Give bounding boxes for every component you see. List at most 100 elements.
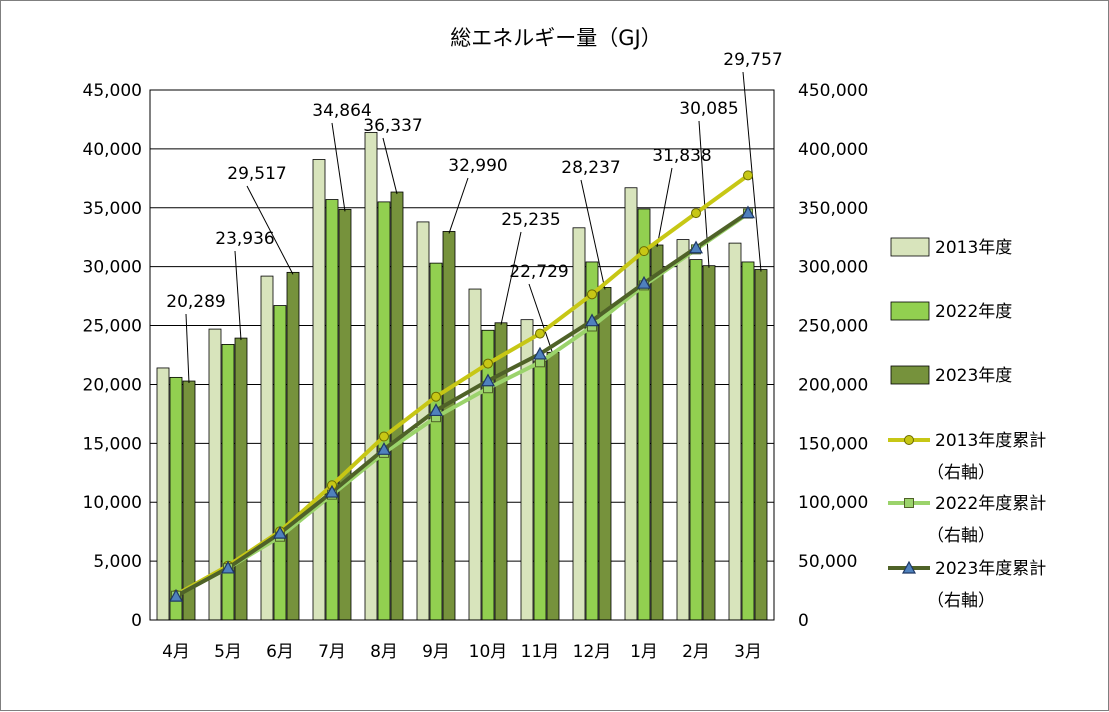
data-label: 34,864 (312, 101, 371, 121)
line-2023年度累計 (175, 211, 750, 598)
legend-marker (904, 498, 914, 508)
point-2023年度累計 (480, 373, 496, 387)
bar-2022年度 (429, 262, 443, 621)
data-label-leader (580, 179, 606, 290)
data-label-leader (656, 167, 673, 248)
y-right-tick-label: 150,000 (798, 434, 868, 454)
y-left-tick-label: 30,000 (83, 258, 142, 278)
data-label: 28,237 (561, 158, 620, 178)
bar-2023年度 (702, 265, 716, 621)
point-2023年度累計 (324, 484, 340, 498)
x-tick-label: 3月 (734, 642, 762, 662)
point-2013年度累計 (691, 208, 701, 219)
bar-2013年度 (624, 187, 638, 621)
data-label-leader (448, 177, 469, 234)
bar-2023年度 (338, 208, 352, 621)
bar-2022年度 (377, 201, 391, 621)
data-label: 20,289 (166, 292, 225, 312)
bar-2013年度 (572, 227, 586, 621)
legend-label: 2023年度累計 (935, 559, 1046, 579)
legend-axis-note: （右軸） (927, 526, 995, 546)
data-label-leader (742, 71, 762, 272)
data-label: 25,235 (501, 210, 560, 230)
y-left-tick-label: 25,000 (83, 317, 142, 337)
bar-2023年度 (598, 287, 612, 621)
x-tick-label: 11月 (521, 642, 560, 662)
bar-2013年度 (468, 288, 482, 621)
bar-2013年度 (364, 131, 378, 621)
legend-label: 2023年度 (935, 366, 1012, 386)
point-2013年度累計 (535, 328, 545, 339)
bar-2023年度 (650, 244, 664, 621)
bar-2022年度 (169, 376, 183, 621)
point-2013年度累計 (639, 246, 649, 257)
legend-swatch (890, 301, 930, 321)
plot-area-border (149, 89, 775, 621)
x-tick-label: 6月 (266, 642, 294, 662)
legend-label: 2022年度 (935, 302, 1012, 322)
data-label-leader (331, 122, 346, 212)
data-label: 23,936 (215, 229, 274, 249)
cumulative-lines (168, 170, 756, 602)
legend-swatch (890, 237, 930, 257)
y-right-tick-label: 350,000 (798, 199, 868, 219)
legend-axis-note: （右軸） (927, 463, 995, 483)
data-label: 29,517 (227, 164, 286, 184)
y-right-tick-label: 100,000 (798, 493, 868, 513)
point-2023年度累計 (636, 275, 652, 289)
bar-2013年度 (312, 159, 326, 621)
x-tick-label: 7月 (318, 642, 346, 662)
point-2023年度累計 (584, 313, 600, 327)
bar-2023年度 (442, 231, 456, 621)
y-left-tick-label: 35,000 (83, 199, 142, 219)
legend-label: 2013年度 (935, 238, 1012, 258)
bar-2023年度 (390, 191, 404, 621)
y-left-tick-label: 15,000 (83, 434, 142, 454)
point-2013年度累計 (483, 358, 493, 369)
x-tick-label: 4月 (162, 642, 190, 662)
bar-2013年度 (260, 275, 274, 621)
data-label: 30,085 (679, 99, 738, 119)
x-tick-label: 10月 (469, 642, 508, 662)
bar-2013年度 (676, 239, 690, 621)
x-tick-label: 9月 (422, 642, 450, 662)
x-tick-label: 2月 (682, 642, 710, 662)
bar-2022年度 (637, 208, 651, 621)
data-label-leader (246, 185, 294, 275)
y-right-tick-label: 400,000 (798, 140, 868, 160)
y-left-tick-label: 45,000 (83, 81, 142, 101)
y-left-tick-label: 10,000 (83, 493, 142, 513)
legend-label: 2022年度累計 (935, 494, 1046, 514)
data-label: 22,729 (509, 262, 568, 282)
point-2023年度累計 (376, 442, 392, 455)
y-right-tick-label: 250,000 (798, 317, 868, 337)
point-2023年度累計 (688, 240, 704, 254)
data-label-leader (500, 231, 522, 325)
x-tick-label: 12月 (573, 642, 612, 662)
bar-2023年度 (234, 337, 248, 621)
point-2023年度累計 (428, 403, 444, 417)
data-label: 31,838 (652, 146, 711, 166)
bar-2023年度 (494, 322, 508, 621)
y-right-tick-label: 200,000 (798, 375, 868, 395)
bar-2013年度 (156, 367, 170, 621)
point-2013年度累計 (743, 170, 753, 181)
data-label: 32,990 (448, 156, 507, 176)
y-left-tick-label: 5,000 (93, 552, 142, 572)
bar-2022年度 (533, 360, 547, 621)
bar-2023年度 (754, 269, 768, 621)
legend-marker (904, 435, 914, 445)
bar-2022年度 (741, 261, 755, 621)
chart-title: 総エネルギー量（GJ） (450, 26, 661, 50)
y-right-tick-label: 300,000 (798, 258, 868, 278)
bar-marks (156, 131, 768, 621)
point-2023年度累計 (532, 346, 548, 360)
legend-marker (901, 560, 917, 574)
bar-2022年度 (325, 199, 339, 621)
y-left-tick-label: 0 (131, 611, 142, 631)
point-2023年度累計 (220, 560, 236, 574)
data-label-leader (185, 313, 190, 384)
legend-label: 2013年度累計 (935, 431, 1046, 451)
